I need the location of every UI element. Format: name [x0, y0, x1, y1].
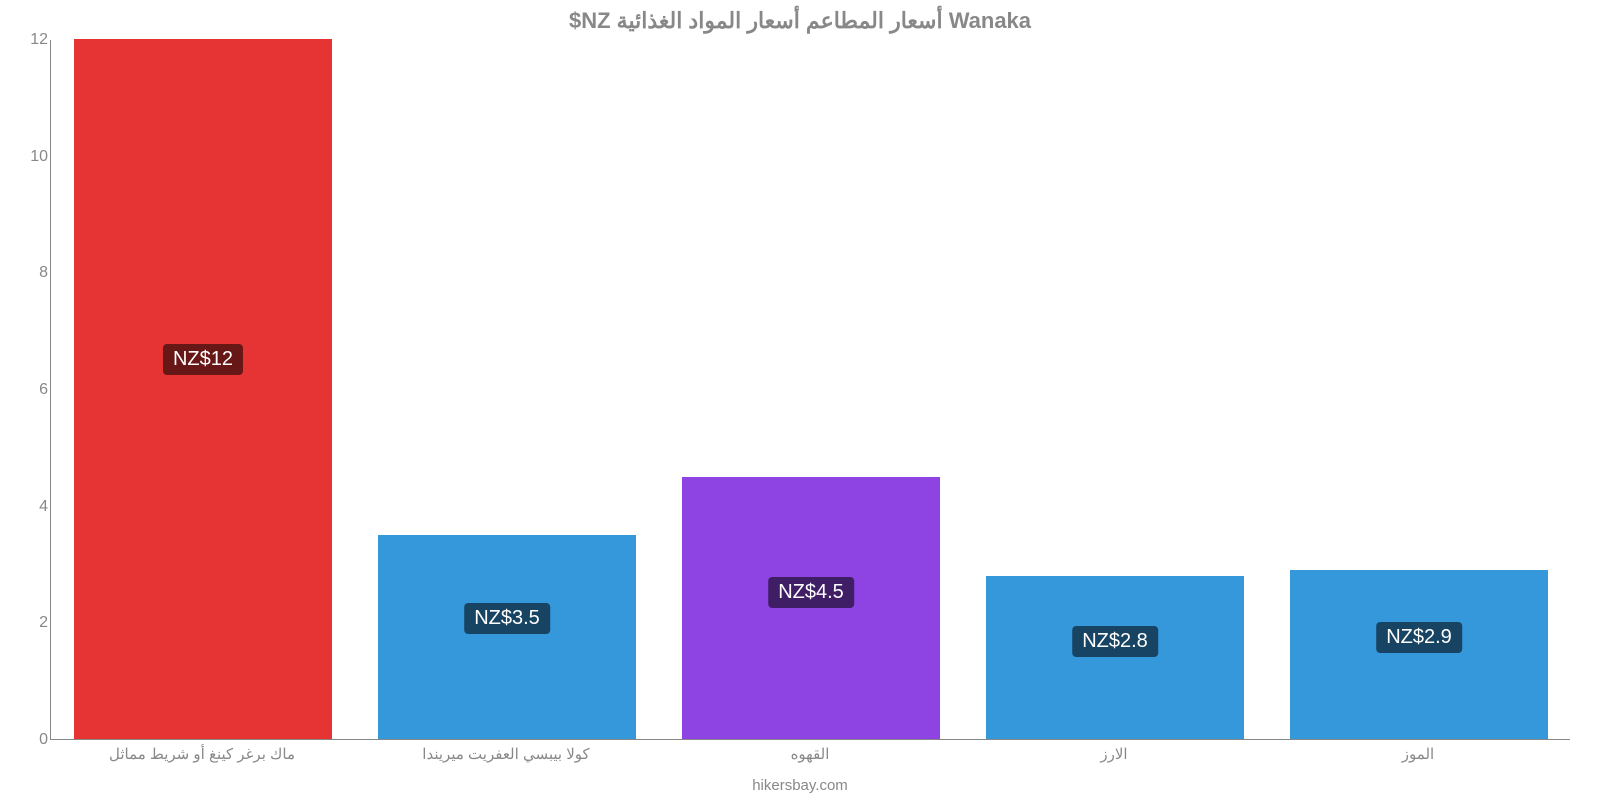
- y-tick: 10: [12, 148, 48, 166]
- y-tick: 4: [12, 498, 48, 516]
- bar-value-label: NZ$2.8: [1072, 626, 1158, 657]
- x-tick: ماك برغر كينغ أو شريط مماثل: [109, 745, 295, 763]
- y-tick: 6: [12, 381, 48, 399]
- y-tick: 2: [12, 614, 48, 632]
- y-tick: 12: [12, 31, 48, 49]
- bar-value-label: NZ$12: [163, 344, 243, 375]
- bar: NZ$4.5: [682, 477, 940, 740]
- x-tick: الموز: [1402, 745, 1434, 763]
- x-tick: كولا بيبسي العفريت ميريندا: [422, 745, 589, 763]
- bar-value-label: NZ$4.5: [768, 577, 854, 608]
- bar-slot: NZ$3.5: [378, 535, 636, 739]
- bar-value-label: NZ$3.5: [464, 603, 550, 634]
- bar: NZ$2.9: [1290, 570, 1548, 739]
- bar-value-label: NZ$2.9: [1376, 622, 1462, 653]
- x-tick: القهوه: [791, 745, 830, 763]
- bar-slot: NZ$2.8: [986, 576, 1244, 739]
- y-tick: 0: [12, 731, 48, 749]
- bar: NZ$12: [74, 39, 332, 739]
- bar-slot: NZ$2.9: [1290, 570, 1548, 739]
- bar-slot: NZ$4.5: [682, 477, 940, 740]
- bar: NZ$3.5: [378, 535, 636, 739]
- y-axis: 024681012: [12, 40, 48, 740]
- bar-slot: NZ$12: [74, 39, 332, 739]
- y-tick: 8: [12, 264, 48, 282]
- plot-area: NZ$12 NZ$3.5 NZ$4.5 NZ$2.8 NZ$2.9: [50, 40, 1570, 740]
- bar: NZ$2.8: [986, 576, 1244, 739]
- chart-title: Wanaka أسعار المطاعم أسعار المواد الغذائ…: [0, 0, 1600, 34]
- x-axis-labels: ماك برغر كينغ أو شريط مماثل كولا بيبسي ال…: [50, 745, 1570, 769]
- credit-text: hikersbay.com: [0, 777, 1600, 794]
- chart-area: 024681012 NZ$12NZ$3.5NZ$4.5NZ$2.8NZ$2.9: [50, 40, 1570, 740]
- x-tick: الارز: [1100, 745, 1127, 763]
